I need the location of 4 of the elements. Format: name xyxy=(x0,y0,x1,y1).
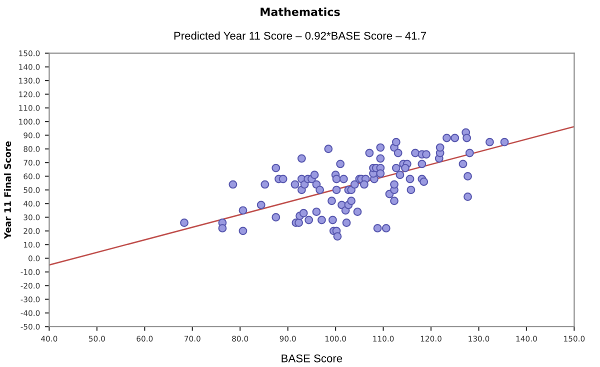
chart-title: Mathematics xyxy=(260,7,340,16)
x-axis-title: BASE Score xyxy=(282,354,342,362)
y-axis-title: Year 11 Final Score xyxy=(4,141,11,239)
chart-subtitle: Predicted Year 11 Score – 0.92*BASE Score – 41.7 xyxy=(174,32,426,40)
